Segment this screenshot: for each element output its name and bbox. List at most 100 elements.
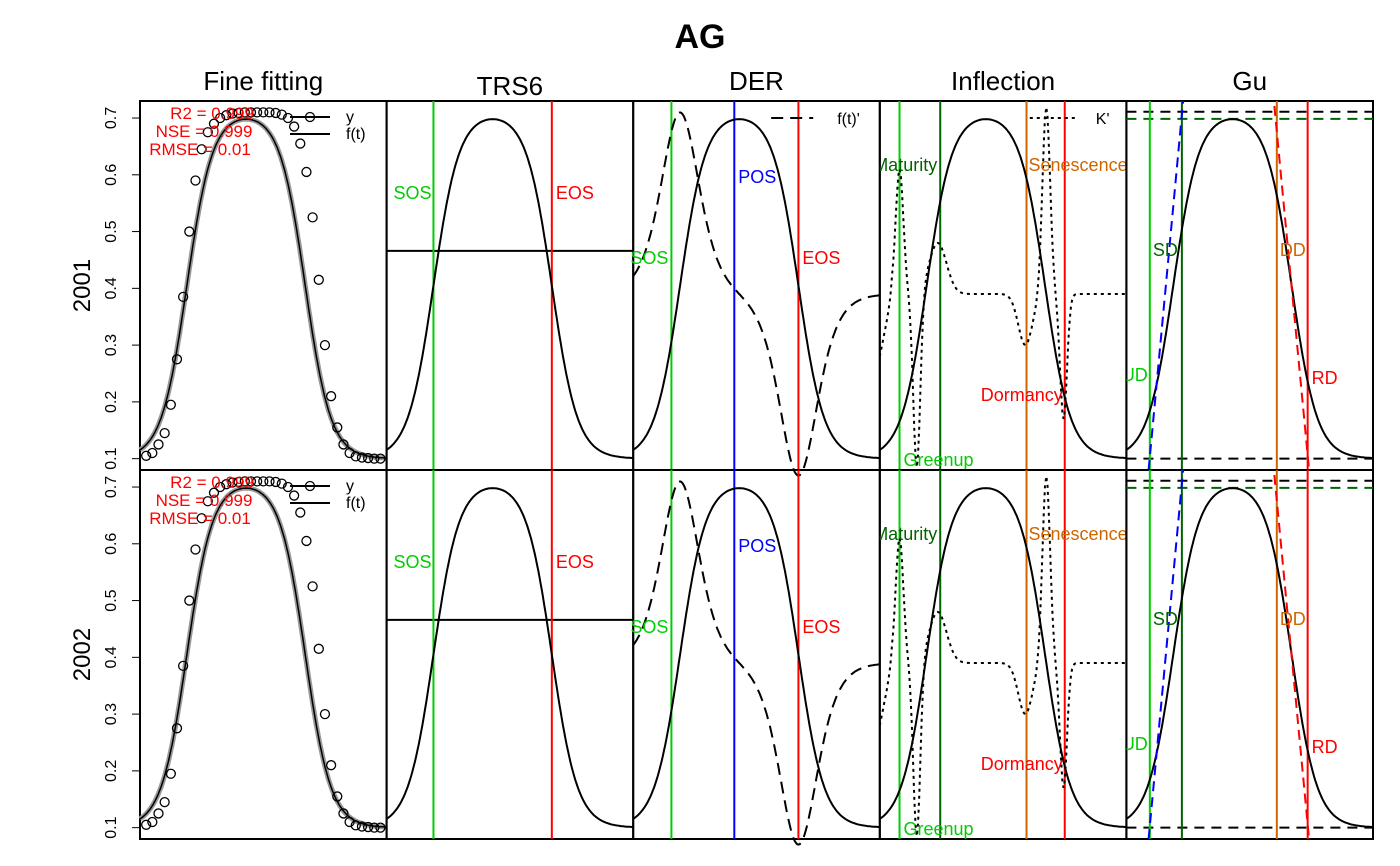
- panel-trs6-2001: TRS6 SOS EOS: [385, 71, 635, 471]
- data-point: [214, 112, 226, 124]
- derivative-curve: [632, 480, 880, 846]
- data-point: [332, 791, 343, 802]
- data-point: [153, 808, 164, 819]
- greenup-label: Greenup: [904, 819, 974, 839]
- data-point: [165, 399, 176, 410]
- gu-labels: UD SD DD RD: [1126, 609, 1338, 757]
- rd-label: RD: [1312, 737, 1338, 757]
- data-point: [147, 816, 158, 828]
- data-point: [214, 481, 226, 493]
- y-tick-label: 0.6: [103, 164, 120, 186]
- senescence-tangent: [1273, 105, 1310, 469]
- data-point: [288, 490, 300, 501]
- panel-gu-2001: Gu UD SD DD RD: [1122, 66, 1375, 471]
- data-point: [307, 581, 318, 592]
- panel-frame: [1125, 469, 1375, 840]
- data-point: [344, 816, 355, 828]
- ud-label: UD: [1122, 365, 1148, 385]
- fit-stat: NSE = 0.999: [156, 491, 253, 510]
- data-point: [369, 453, 380, 464]
- eos-label: EOS: [802, 617, 840, 637]
- data-point: [319, 708, 331, 720]
- data-point: [338, 808, 349, 819]
- data-point: [276, 478, 287, 489]
- data-point: [282, 112, 294, 124]
- data-point: [190, 544, 201, 555]
- data-point: [369, 822, 380, 833]
- data-point: [196, 144, 207, 155]
- data-point: [233, 476, 244, 488]
- panel-gu-2002: UD SD DD RD: [1125, 469, 1375, 840]
- data-point: [295, 507, 306, 518]
- panel-frame: [1125, 100, 1375, 471]
- data-point: [338, 439, 349, 450]
- legend-marker-y: [304, 480, 316, 492]
- sd-label: SD: [1153, 240, 1178, 260]
- data-point: [325, 760, 337, 771]
- row-label: 2001: [69, 259, 96, 312]
- data-point: [227, 477, 238, 488]
- panel-frame: [632, 469, 881, 840]
- column-title: TRS6: [477, 71, 543, 101]
- fitted-curve: [139, 487, 387, 828]
- fitted-curve: [632, 487, 880, 828]
- y-tick-label: 0.2: [103, 760, 120, 782]
- curvature-curve: [878, 476, 1127, 837]
- data-point: [141, 819, 152, 830]
- data-point: [332, 422, 343, 433]
- panel-der-2001: DER SOS POS EOS f(t)': [630, 66, 881, 477]
- y-tick-label: 0.5: [103, 220, 120, 242]
- fit-stat: RMSE = 0.01: [149, 509, 251, 528]
- fit-stat: RMSE = 0.01: [149, 140, 251, 159]
- legend-label-ft: f(t): [346, 495, 366, 512]
- data-point: [350, 451, 361, 462]
- data-point: [307, 212, 318, 223]
- data-point: [375, 822, 386, 833]
- data-point: [239, 107, 250, 118]
- y-tick-label: 0.5: [103, 589, 120, 611]
- green-up-tangent: [1147, 100, 1185, 471]
- row-label: 2002: [69, 628, 96, 681]
- panel-der-2002: SOS POS EOS: [630, 469, 881, 846]
- data-point: [356, 452, 368, 463]
- fitted-curve: [632, 118, 880, 459]
- dormancy-label: Dormancy: [981, 385, 1063, 405]
- data-point: [178, 660, 189, 672]
- data-point: [221, 110, 232, 121]
- data-point: [270, 476, 281, 488]
- fit-stat: R2 = 0.999: [170, 473, 254, 492]
- maturity-label: Maturity: [873, 155, 937, 175]
- data-point: [159, 796, 170, 808]
- data-point: [270, 107, 281, 119]
- panel-inflection-2001: Inflection Greenup Maturity Senescence Dorma…: [873, 66, 1128, 471]
- y-tick-label: 0.3: [103, 334, 120, 356]
- fit-band: [138, 116, 387, 461]
- data-point: [344, 447, 355, 459]
- fitted-curve: [879, 118, 1127, 459]
- data-point: [288, 121, 300, 132]
- pos-label: POS: [738, 536, 776, 556]
- data-point: [202, 127, 213, 138]
- data-point: [258, 107, 269, 118]
- gu-labels: UD SD DD RD: [1122, 240, 1337, 388]
- chart-title: AG: [675, 18, 726, 56]
- data-point: [153, 439, 164, 450]
- data-point: [208, 118, 220, 129]
- panel-inflection-2002: Greenup Maturity Senescence Dormancy: [878, 469, 1128, 840]
- legend-marker-y: [304, 111, 316, 123]
- data-point: [171, 723, 183, 734]
- derivative-curve: [632, 111, 880, 477]
- data-point: [245, 476, 257, 487]
- data-point: [190, 175, 201, 186]
- legend-label-curvature: K': [1096, 111, 1110, 128]
- eos-label: EOS: [802, 248, 840, 268]
- data-point: [251, 107, 263, 118]
- data-point: [147, 447, 158, 459]
- data-point: [325, 391, 337, 402]
- data-point: [208, 487, 220, 498]
- legend-label-derivative: f(t)': [837, 111, 860, 128]
- sos-label: SOS: [630, 617, 668, 637]
- data-point: [301, 166, 312, 178]
